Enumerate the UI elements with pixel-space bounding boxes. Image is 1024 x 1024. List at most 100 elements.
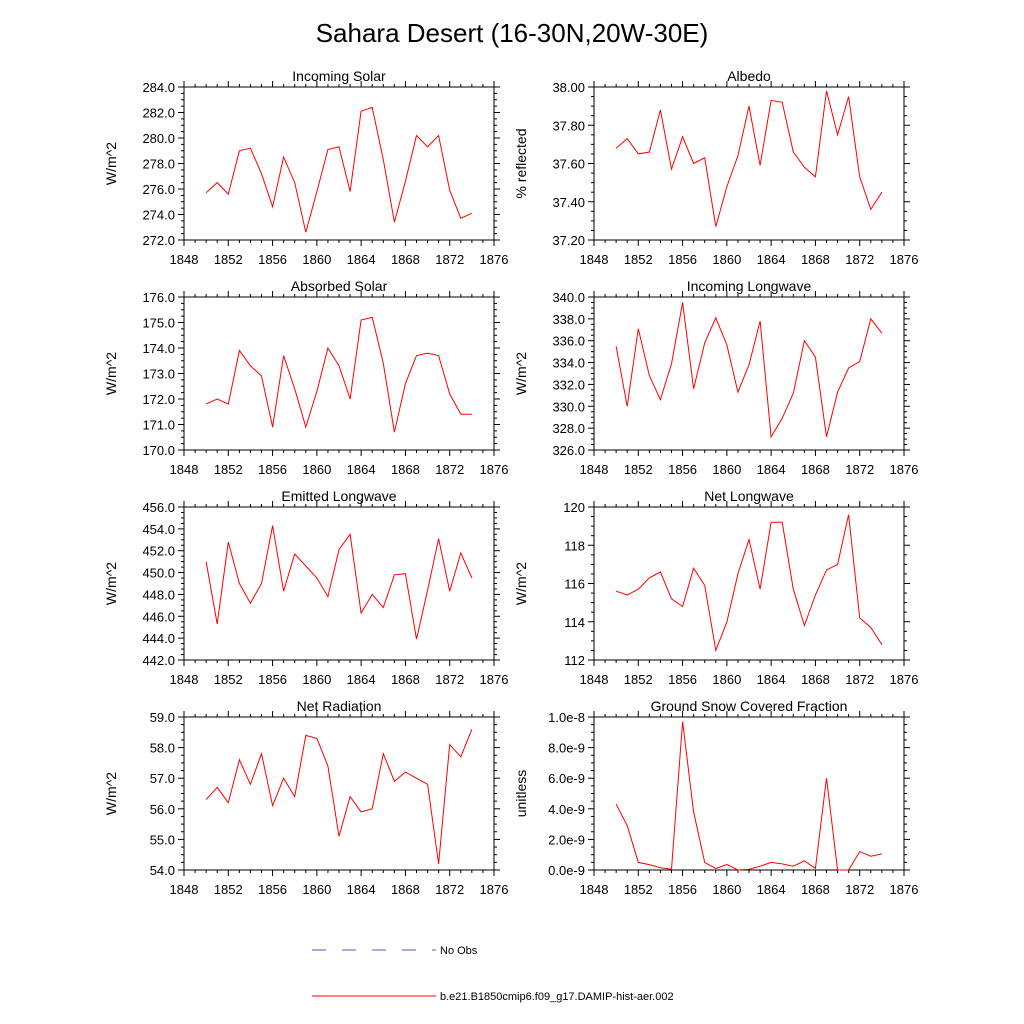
panel-title: Net Radiation (297, 698, 382, 714)
x-tick-label: 1868 (801, 672, 830, 687)
x-tick-label: 1848 (170, 672, 199, 687)
y-tick-label: 116 (564, 577, 585, 592)
y-tick-label: 6.0e-9 (548, 771, 585, 786)
y-tick-label: 37.80 (552, 118, 585, 133)
x-tick-label: 1852 (214, 252, 243, 267)
y-tick-label: 59.0 (150, 710, 175, 725)
x-tick-label: 1872 (435, 882, 464, 897)
y-tick-label: 328.0 (552, 421, 585, 436)
panel-title: Incoming Solar (292, 68, 386, 84)
x-tick-label: 1856 (258, 672, 287, 687)
x-tick-label: 1860 (712, 462, 741, 477)
y-tick-label: 118 (564, 538, 585, 553)
x-tick-label: 1864 (347, 882, 376, 897)
x-tick-label: 1868 (801, 882, 830, 897)
y-tick-label: 280.0 (142, 131, 175, 146)
y-tick-label: 38.00 (552, 80, 585, 95)
x-tick-label: 1864 (757, 462, 786, 477)
y-tick-label: 278.0 (142, 157, 175, 172)
y-tick-label: 340.0 (552, 290, 585, 305)
panel: Incoming Solar W/m^2 1848 1852 1856 1860 1864 1… (103, 68, 508, 267)
y-tick-label: 2.0e-9 (548, 832, 585, 847)
y-tick-label: 56.0 (150, 802, 175, 817)
plot-frame (593, 506, 905, 661)
y-axis-label: W/m^2 (103, 352, 119, 395)
legend: No Obs b.e21.B1850cmip6.f09_g17.DAMIP-hi… (312, 945, 674, 1003)
y-tick-label: 274.0 (142, 208, 175, 223)
y-tick-label: 37.20 (552, 233, 585, 248)
x-tick-label: 1868 (391, 672, 420, 687)
x-tick-label: 1864 (347, 252, 376, 267)
y-tick-label: 176.0 (142, 290, 175, 305)
y-axis-label: W/m^2 (513, 352, 529, 395)
series-line (615, 90, 883, 227)
y-tick-label: 37.60 (552, 157, 585, 172)
y-tick-label: 57.0 (150, 771, 175, 786)
plot-frame (183, 296, 495, 451)
y-axis-label: W/m^2 (103, 142, 119, 185)
y-tick-label: 338.0 (552, 312, 585, 327)
y-tick-label: 170.0 (142, 443, 175, 458)
y-axis-label: W/m^2 (103, 772, 119, 815)
x-tick-label: 1860 (712, 252, 741, 267)
y-tick-label: 172.0 (142, 392, 175, 407)
y-tick-label: 448.0 (142, 587, 175, 602)
y-axis-label: W/m^2 (513, 562, 529, 605)
series-line (615, 721, 883, 871)
y-tick-label: 0.0e-9 (548, 863, 585, 878)
y-tick-label: 442.0 (142, 653, 175, 668)
x-tick-label: 1872 (845, 672, 874, 687)
y-tick-label: 284.0 (142, 80, 175, 95)
x-tick-label: 1872 (435, 462, 464, 477)
panel-title: Albedo (727, 68, 771, 84)
y-tick-label: 173.0 (142, 367, 175, 382)
series-line (615, 514, 883, 653)
x-tick-label: 1868 (391, 252, 420, 267)
y-axis-label: % reflected (513, 128, 529, 198)
x-tick-label: 1876 (480, 882, 509, 897)
y-tick-label: 112 (564, 653, 585, 668)
x-tick-label: 1872 (435, 252, 464, 267)
x-tick-label: 1852 (624, 462, 653, 477)
x-tick-label: 1868 (801, 252, 830, 267)
y-tick-label: 282.0 (142, 106, 175, 121)
y-tick-label: 4.0e-9 (548, 802, 585, 817)
x-tick-label: 1876 (480, 252, 509, 267)
x-tick-label: 1848 (580, 882, 609, 897)
y-tick-label: 444.0 (142, 631, 175, 646)
y-tick-label: 8.0e-9 (548, 741, 585, 756)
x-tick-label: 1864 (757, 882, 786, 897)
panel: Albedo % reflected 1848 1852 1856 1860 1864 186… (513, 68, 918, 267)
series-line (205, 316, 472, 433)
x-tick-label: 1872 (845, 252, 874, 267)
y-tick-label: 450.0 (142, 566, 175, 581)
x-tick-label: 1848 (580, 252, 609, 267)
x-tick-label: 1848 (170, 462, 199, 477)
x-tick-label: 1848 (170, 882, 199, 897)
x-tick-label: 1864 (347, 672, 376, 687)
x-tick-label: 1852 (624, 672, 653, 687)
y-tick-label: 454.0 (142, 522, 175, 537)
x-tick-label: 1860 (302, 672, 331, 687)
x-tick-label: 1868 (391, 462, 420, 477)
y-tick-label: 175.0 (142, 316, 175, 331)
series-line (205, 106, 473, 233)
y-tick-label: 452.0 (142, 544, 175, 559)
y-tick-label: 330.0 (552, 399, 585, 414)
y-tick-label: 326.0 (552, 443, 585, 458)
x-tick-label: 1864 (757, 252, 786, 267)
plot-frame (593, 716, 905, 871)
x-tick-label: 1876 (480, 462, 509, 477)
panel-title: Incoming Longwave (687, 278, 812, 294)
panel: Net Radiation W/m^2 1848 1852 1856 1860 1864 18… (103, 698, 508, 897)
panel: Ground Snow Covered Fraction unitless 1848… (513, 698, 918, 897)
y-tick-label: 336.0 (552, 334, 585, 349)
plot-frame (183, 86, 495, 241)
y-tick-label: 174.0 (142, 341, 175, 356)
y-tick-label: 334.0 (552, 356, 585, 371)
y-axis-label: unitless (513, 770, 529, 817)
y-tick-label: 332.0 (552, 377, 585, 392)
y-tick-label: 37.40 (552, 195, 585, 210)
x-tick-label: 1852 (214, 882, 243, 897)
y-tick-label: 171.0 (142, 418, 175, 433)
